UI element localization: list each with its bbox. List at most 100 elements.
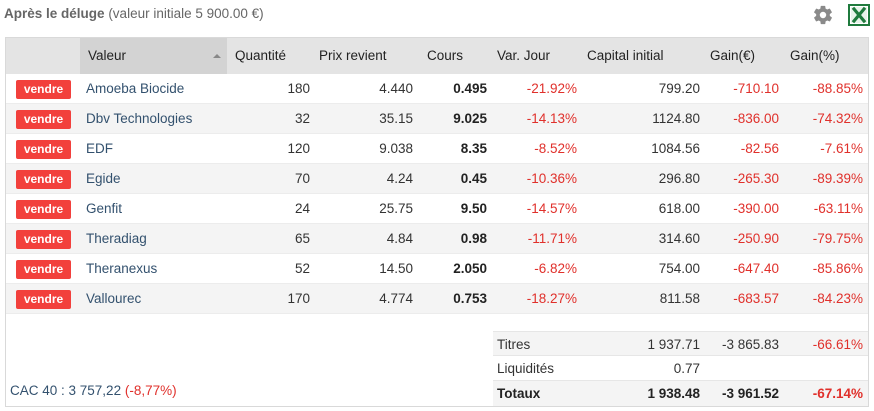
- table-row: vendre Dbv Technologies 32 35.15 9.025 -…: [6, 104, 868, 134]
- cac40-index: CAC 40 : 3 757,22 (-8,77%): [10, 383, 177, 398]
- sell-button[interactable]: vendre: [16, 200, 71, 219]
- security-name-link[interactable]: Egide: [86, 171, 121, 186]
- gain-pct-cell: -79.75%: [812, 231, 863, 246]
- gain-pct-cell: -7.61%: [820, 141, 863, 156]
- gain-eur-cell: -82.56: [740, 141, 779, 156]
- quantity-cell: 65: [294, 231, 310, 246]
- quantity-cell: 180: [287, 81, 310, 96]
- initial-capital-cell: 296.80: [658, 171, 700, 186]
- excel-icon[interactable]: [848, 4, 870, 26]
- table-row: vendre Theranexus 52 14.50 2.050 -6.82% …: [6, 254, 868, 284]
- cost-price-cell: 14.50: [379, 261, 413, 276]
- column-label-gain-eur: Gain(€): [710, 48, 756, 63]
- quantity-cell: 70: [294, 171, 310, 186]
- sort-ascending-icon: [213, 54, 221, 58]
- daily-change-cell: -21.92%: [526, 81, 577, 96]
- summary-label: Titres: [497, 337, 531, 352]
- column-label-valeur: Valeur: [88, 48, 127, 63]
- sell-button[interactable]: vendre: [16, 170, 71, 189]
- column-header-gain-eur[interactable]: Gain(€): [702, 38, 782, 74]
- price-cell: 0.98: [460, 231, 487, 246]
- initial-capital-cell: 754.00: [658, 261, 700, 276]
- price-cell: 0.45: [460, 171, 487, 186]
- daily-change-cell: -14.13%: [526, 111, 577, 126]
- gain-eur-cell: -710.10: [733, 81, 779, 96]
- security-name-link[interactable]: Genfit: [86, 201, 123, 216]
- gain-eur-cell: -683.57: [733, 291, 779, 306]
- column-header-cours[interactable]: Cours: [419, 38, 489, 74]
- gain-eur-cell: -250.90: [733, 231, 779, 246]
- quantity-cell: 32: [294, 111, 310, 126]
- cost-price-cell: 25.75: [379, 201, 413, 216]
- column-header-valeur[interactable]: Valeur: [80, 38, 227, 74]
- price-cell: 9.50: [460, 201, 487, 216]
- cost-price-cell: 35.15: [379, 111, 413, 126]
- table-row: vendre EDF 120 9.038 8.35 -8.52% 1084.56…: [6, 134, 868, 164]
- gain-eur-cell: -647.40: [733, 261, 779, 276]
- column-label-cours: Cours: [427, 48, 464, 63]
- daily-change-cell: -14.57%: [526, 201, 577, 216]
- security-name-link[interactable]: Theranexus: [86, 261, 158, 276]
- summary-row-liquidites: Liquidités 0.77: [493, 356, 868, 381]
- quantity-cell: 120: [287, 141, 310, 156]
- daily-change-cell: -11.71%: [527, 231, 577, 246]
- quantity-cell: 170: [287, 291, 310, 306]
- table-row: vendre Genfit 24 25.75 9.50 -14.57% 618.…: [6, 194, 868, 224]
- sell-button[interactable]: vendre: [16, 80, 71, 99]
- sell-button[interactable]: vendre: [16, 290, 71, 309]
- security-name-link[interactable]: Amoeba Biocide: [86, 81, 185, 96]
- price-cell: 0.495: [453, 81, 487, 96]
- summary-label: Totaux: [497, 386, 541, 401]
- gain-eur-cell: -836.00: [733, 111, 779, 126]
- column-label-prix-revient: Prix revient: [319, 48, 387, 63]
- initial-capital-cell: 1084.56: [651, 141, 700, 156]
- security-name-link[interactable]: Theradiag: [86, 231, 147, 246]
- sell-button[interactable]: vendre: [16, 140, 71, 159]
- column-header-prix-revient[interactable]: Prix revient: [311, 38, 419, 74]
- gain-eur-cell: -265.30: [733, 171, 779, 186]
- initial-capital-cell: 799.20: [658, 81, 700, 96]
- table-row: vendre Vallourec 170 4.774 0.753 -18.27%…: [6, 284, 868, 314]
- sell-button[interactable]: vendre: [16, 260, 71, 279]
- summary-row-totaux: Totaux 1 938.48 -3 961.52 -67.14%: [493, 381, 868, 406]
- gear-icon[interactable]: [812, 4, 834, 26]
- daily-change-cell: -10.36%: [526, 171, 577, 186]
- security-name-link[interactable]: Dbv Technologies: [86, 111, 193, 126]
- quantity-cell: 52: [294, 261, 310, 276]
- gain-eur-cell: -390.00: [733, 201, 779, 216]
- column-label-var-jour: Var. Jour: [497, 48, 551, 63]
- summary-gain-eur: -3 961.52: [721, 386, 779, 401]
- cost-price-cell: 4.440: [379, 81, 413, 96]
- gain-pct-cell: -85.86%: [812, 261, 863, 276]
- gain-pct-cell: -88.85%: [812, 81, 863, 96]
- portfolio-title: Après le déluge (valeur initiale 5 900.0…: [4, 6, 264, 21]
- security-name-link[interactable]: Vallourec: [86, 291, 142, 306]
- column-header-quantite[interactable]: Quantité: [227, 38, 315, 74]
- column-header-capital-initial[interactable]: Capital initial: [579, 38, 702, 74]
- column-label-capital-initial: Capital initial: [587, 48, 664, 63]
- initial-capital-cell: 811.58: [659, 291, 700, 306]
- summary-label: Liquidités: [497, 361, 555, 376]
- portfolio-initial-value: (valeur initiale 5 900.00 €): [108, 6, 264, 21]
- gain-pct-cell: -89.39%: [812, 171, 863, 186]
- summary-value: 0.77: [673, 361, 700, 376]
- summary-row-titres: Titres 1 937.71 -3 865.83 -66.61%: [493, 331, 868, 356]
- sell-button[interactable]: vendre: [16, 230, 71, 249]
- sell-button[interactable]: vendre: [16, 110, 71, 129]
- table-row: vendre Theradiag 65 4.84 0.98 -11.71% 31…: [6, 224, 868, 254]
- summary-value: 1 937.71: [647, 337, 700, 352]
- initial-capital-cell: 618.00: [658, 201, 700, 216]
- portfolio-name: Après le déluge: [4, 6, 105, 21]
- initial-capital-cell: 314.60: [658, 231, 700, 246]
- gain-pct-cell: -84.23%: [812, 291, 863, 306]
- column-header-gain-pct[interactable]: Gain(%): [782, 38, 868, 74]
- summary-value: 1 938.48: [647, 386, 700, 401]
- column-header-var-jour[interactable]: Var. Jour: [489, 38, 579, 74]
- security-name-link[interactable]: EDF: [86, 141, 113, 156]
- portfolio-panel: Valeur Quantité Prix revient Cours Var. …: [5, 37, 869, 407]
- table-row: vendre Egide 70 4.24 0.45 -10.36% 296.80…: [6, 164, 868, 194]
- price-cell: 0.753: [453, 291, 487, 306]
- table-header: Valeur Quantité Prix revient Cours Var. …: [6, 38, 868, 74]
- column-label-gain-pct: Gain(%): [790, 48, 840, 63]
- table-row: vendre Amoeba Biocide 180 4.440 0.495 -2…: [6, 74, 868, 104]
